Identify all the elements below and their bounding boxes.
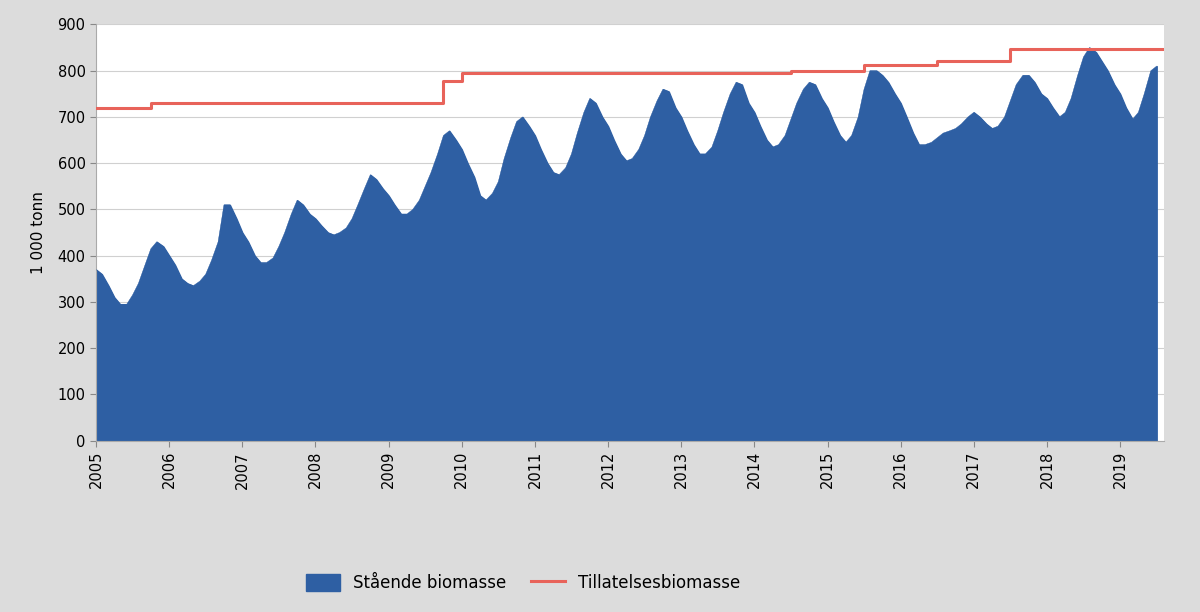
Y-axis label: 1 000 tonn: 1 000 tonn — [31, 191, 47, 274]
Legend: Stående biomasse, Tillatelsesbiomasse: Stående biomasse, Tillatelsesbiomasse — [306, 574, 740, 592]
